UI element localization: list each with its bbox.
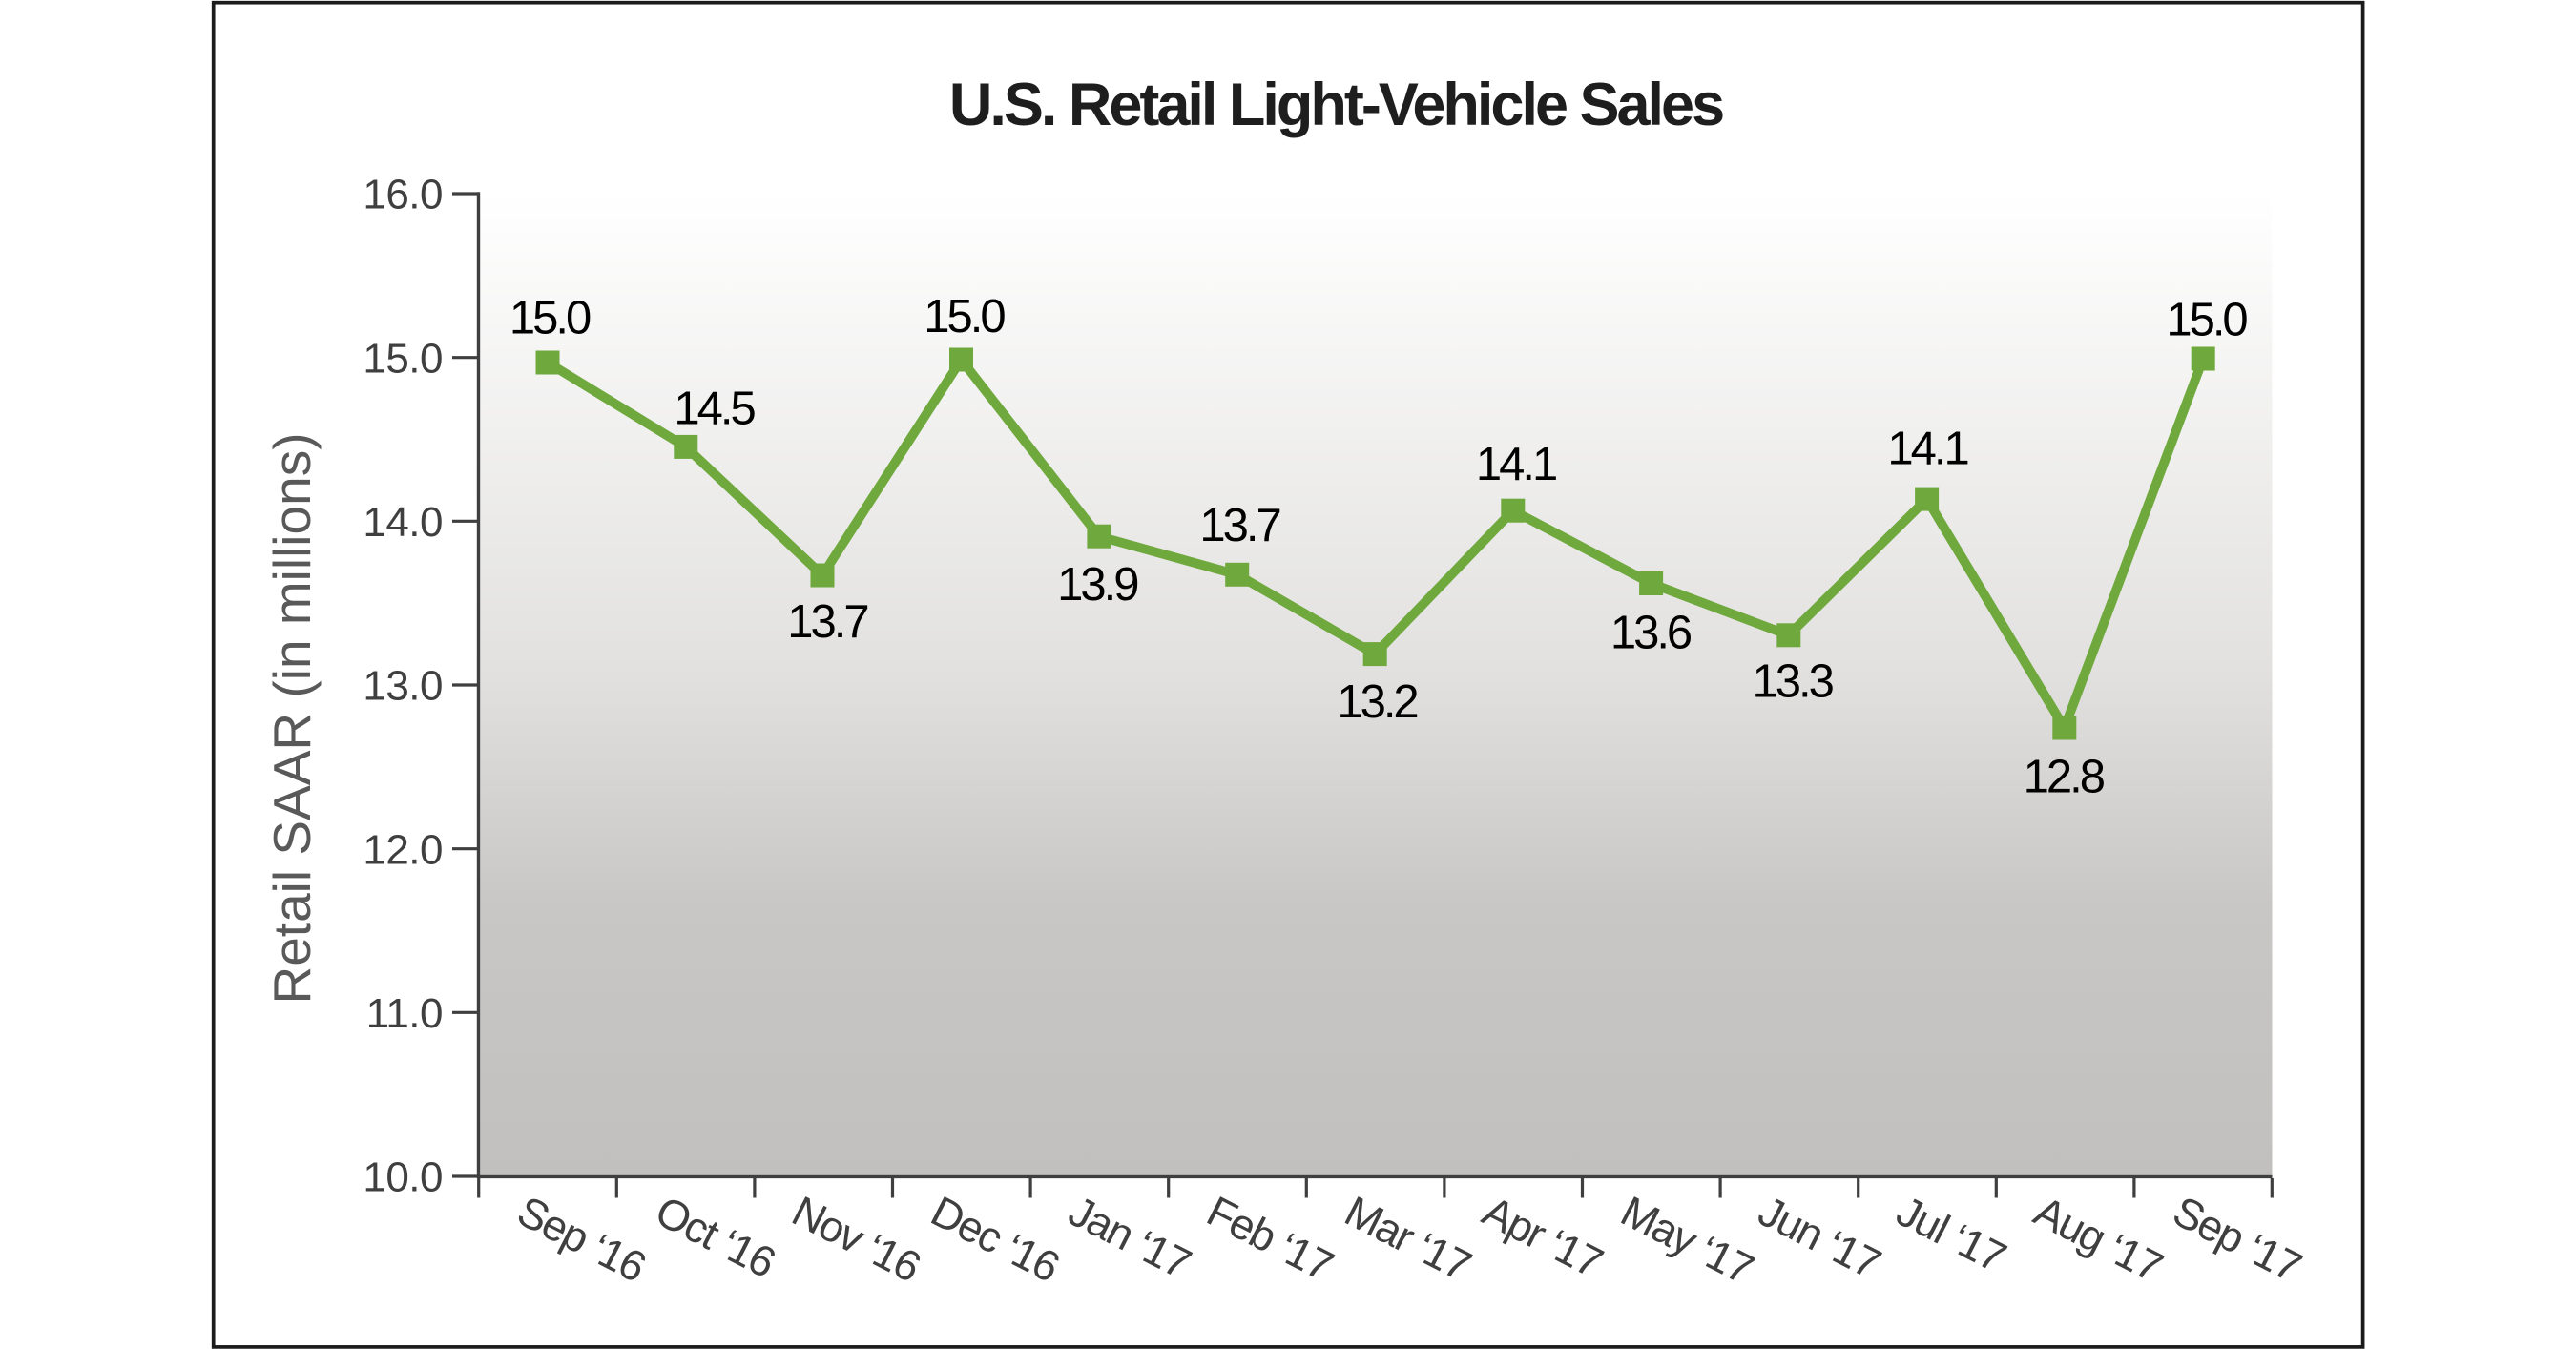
svg-text:13.7: 13.7: [787, 596, 867, 648]
svg-text:15.0: 15.0: [509, 293, 591, 344]
svg-text:Jan ‘17: Jan ‘17: [1061, 1186, 1197, 1288]
svg-text:13.9: 13.9: [1057, 559, 1137, 611]
svg-text:14.0: 14.0: [363, 499, 443, 546]
svg-text:12.0: 12.0: [363, 826, 443, 873]
svg-text:Aug ‘17: Aug ‘17: [2026, 1186, 2170, 1291]
svg-text:13.3: 13.3: [1753, 655, 1834, 707]
svg-text:14.1: 14.1: [1887, 424, 1967, 475]
svg-text:13.6: 13.6: [1610, 607, 1692, 658]
svg-text:13.2: 13.2: [1337, 676, 1417, 728]
svg-text:Apr ‘17: Apr ‘17: [1475, 1186, 1610, 1286]
svg-text:Retail SAAR (in millions): Retail SAAR (in millions): [262, 432, 322, 1004]
svg-text:Jul ‘17: Jul ‘17: [1889, 1186, 2013, 1281]
svg-text:Sep ‘16: Sep ‘16: [509, 1186, 653, 1291]
svg-text:11.0: 11.0: [366, 990, 443, 1037]
svg-text:16.0: 16.0: [363, 172, 443, 218]
svg-text:May ‘17: May ‘17: [1613, 1186, 1760, 1293]
svg-text:Mar ‘17: Mar ‘17: [1338, 1186, 1479, 1290]
svg-text:15.0: 15.0: [924, 291, 1005, 342]
svg-text:15.0: 15.0: [2166, 294, 2247, 345]
svg-text:Jun ‘17: Jun ‘17: [1751, 1186, 1887, 1288]
svg-text:12.8: 12.8: [2024, 752, 2105, 803]
svg-text:Dec ‘16: Dec ‘16: [924, 1186, 1067, 1291]
svg-text:13.7: 13.7: [1199, 500, 1279, 551]
svg-text:Feb ‘17: Feb ‘17: [1199, 1186, 1340, 1290]
svg-text:14.1: 14.1: [1476, 439, 1556, 490]
svg-text:Nov ‘16: Nov ‘16: [784, 1186, 927, 1291]
svg-text:Oct ‘16: Oct ‘16: [648, 1186, 782, 1287]
svg-text:13.0: 13.0: [363, 663, 443, 710]
svg-text:14.5: 14.5: [674, 384, 755, 435]
svg-text:15.0: 15.0: [363, 335, 443, 382]
svg-text:U.S. Retail Light-Vehicle Sale: U.S. Retail Light-Vehicle Sales: [949, 72, 1723, 138]
svg-text:10.0: 10.0: [363, 1154, 443, 1201]
svg-text:Sep ‘17: Sep ‘17: [2166, 1186, 2309, 1291]
